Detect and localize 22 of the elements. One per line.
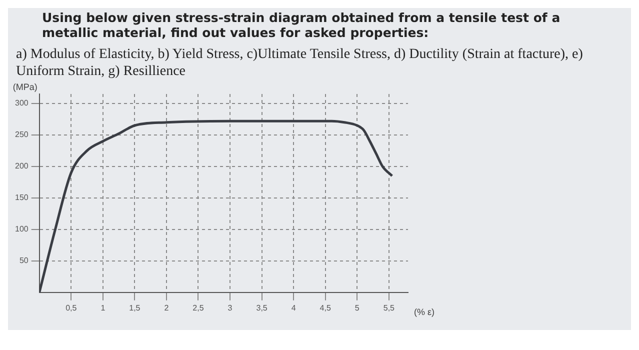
x-tick-label: 4,5 [320,303,332,312]
y-tick-label: 300 [14,98,29,108]
y-tick-label: 150 [14,193,29,202]
line-series [39,120,394,292]
chart-title: Using below given stress-strain diagram obtained from a tensile test of a metallic material, find out values for asked properties: [41,9,562,42]
x-tick-label: 2,5 [192,303,204,312]
x-tick-label: 2 [164,303,170,312]
x-tick-label: 5,5 [383,303,396,312]
y-axis-title: (MPa) [12,82,38,92]
y-tick-label: 250 [14,130,29,140]
x-tick-label: 3,5 [256,303,268,312]
x-tick-label: 1 [100,303,106,312]
x-tick-label: 0,5 [66,303,78,312]
x-tick-label: 3 [228,303,233,312]
y-tick-label: 200 [14,162,29,171]
chart-subtitle: a) Modulus of Elasticity, b) Yield Stress, c)Ultimate Tensile Stress, d) Ductility (Strain at ftacture), e) Uniform Strain, g) Resillience [15,46,584,80]
x-axis-title: (% ε) [414,306,435,317]
y-tick-label: 50 [19,256,29,266]
x-tick-label: 5 [354,303,360,312]
x-tick-label: 4 [291,303,296,312]
x-tick-label: 1,5 [129,303,141,312]
y-tick-label: 100 [14,224,29,234]
